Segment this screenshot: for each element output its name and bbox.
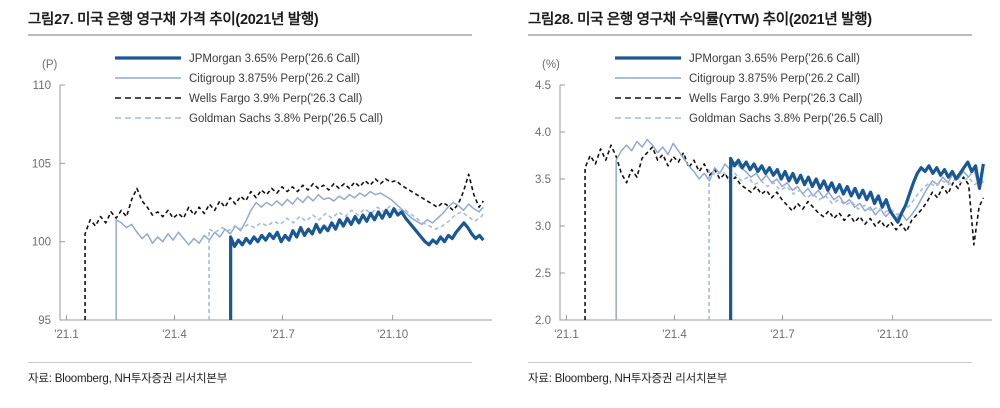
x-tick-label: '21.4 <box>662 329 687 341</box>
legend-label: Citigroup 3.875% Perp('26.2 Call) <box>189 73 360 85</box>
source-note-right: 자료: Bloomberg, NH투자증권 리서치본부 <box>528 373 728 385</box>
y-tick-label: 95 <box>38 315 51 327</box>
y-tick-label: 105 <box>32 158 51 170</box>
x-tick-label: '21.1 <box>554 329 579 341</box>
footer-divider-right <box>528 362 972 363</box>
legend-label: JPMorgan 3.65% Perp('26.6 Call) <box>189 53 360 65</box>
y-tick-label: 2.0 <box>535 315 551 327</box>
series-line <box>229 207 485 320</box>
figure-panel-right: 그림28. 미국 은행 영구채 수익률(YTW) 추이(2021년 발행) (%… <box>500 0 1000 408</box>
source-note-left: 자료: Bloomberg, NH투자증권 리서치본부 <box>28 373 228 385</box>
series-line <box>708 168 984 320</box>
x-tick-label: '21.7 <box>770 329 795 341</box>
x-tick-label: '21.7 <box>270 329 295 341</box>
chart-svg-left: (P) 95 100 105 110 '21.1 '21.4 '21.7 '21.10 JPMor… <box>32 53 492 341</box>
y-tick-label: 2.5 <box>535 268 551 280</box>
legend-label: Goldman Sachs 3.8% Perp('26.5 Call) <box>689 113 883 125</box>
footer-divider-left <box>28 362 472 363</box>
series-line <box>615 138 984 320</box>
series-line <box>115 190 484 320</box>
series-line <box>729 156 985 320</box>
series-line <box>84 173 485 320</box>
series-line <box>208 204 485 320</box>
y-tick-label: 110 <box>33 80 51 92</box>
x-tick-label: '21.10 <box>877 329 908 341</box>
y-tick-label: 4.5 <box>535 80 551 92</box>
x-tick-label: '21.4 <box>162 329 187 341</box>
chart-right: (%) 2.0 2.5 3.0 3.5 4.0 4.5 '21.1 '21.4 '21.7 '21.… <box>500 40 1000 360</box>
y-tick-label: 4.0 <box>535 127 551 139</box>
chart-left: (P) 95 100 105 110 '21.1 '21.4 '21.7 '21.10 JPMor… <box>0 40 500 360</box>
y-tick-label: 3.0 <box>535 221 551 233</box>
legend-label: Wells Fargo 3.9% Perp('26.3 Call) <box>689 93 862 105</box>
legend-label: JPMorgan 3.65% Perp('26.6 Call) <box>689 53 860 65</box>
title-divider-left <box>28 34 472 36</box>
x-tick-label: '21.1 <box>54 329 79 341</box>
figure-panel-left: 그림27. 미국 은행 영구채 가격 추이(2021년 발행) (P) 95 100… <box>0 12 500 385</box>
series-line <box>584 144 985 320</box>
legend-label: Wells Fargo 3.9% Perp('26.3 Call) <box>189 93 362 105</box>
y-tick-label: 100 <box>32 237 51 249</box>
legend-label: Citigroup 3.875% Perp('26.2 Call) <box>689 73 860 85</box>
legend-label: Goldman Sachs 3.8% Perp('26.5 Call) <box>189 113 383 125</box>
axis-unit-label: (P) <box>42 59 58 71</box>
chart-svg-right: (%) 2.0 2.5 3.0 3.5 4.0 4.5 '21.1 '21.4 '21.7 '21.… <box>535 53 992 341</box>
axis-unit-label: (%) <box>542 59 560 71</box>
title-divider-right <box>528 34 972 36</box>
page-title-left: 그림27. 미국 은행 영구채 가격 추이(2021년 발행) <box>28 12 319 28</box>
y-tick-label: 3.5 <box>535 174 551 186</box>
x-tick-label: '21.10 <box>377 329 408 341</box>
page-title-right: 그림28. 미국 은행 영구채 수익률(YTW) 추이(2021년 발행) <box>528 12 872 28</box>
